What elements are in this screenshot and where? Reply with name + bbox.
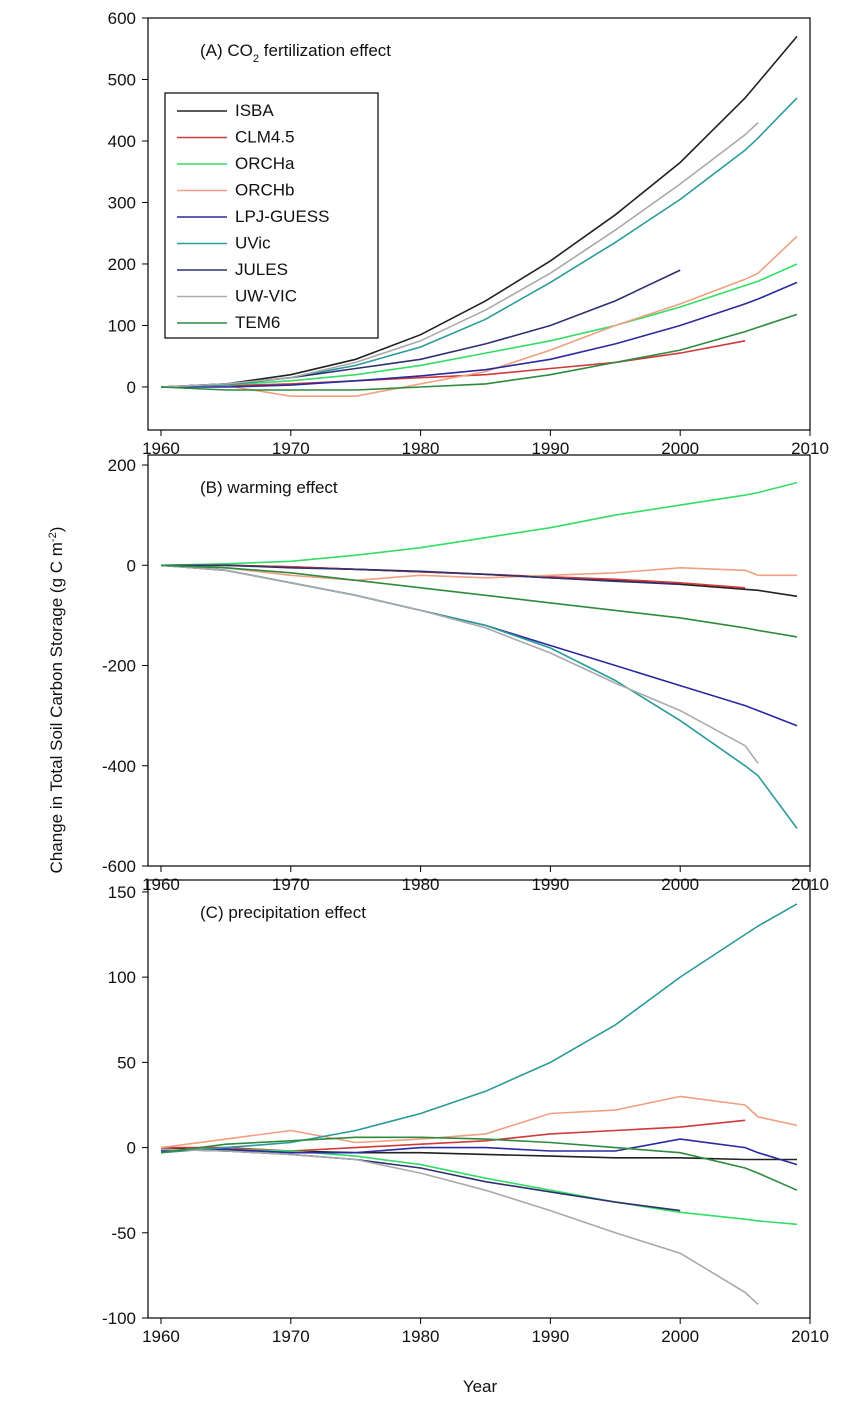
x-axis-label: Year (463, 1377, 498, 1396)
y-axis-label: Change in Total Soil Carbon Storage (g C… (47, 527, 66, 874)
legend-label: UW-VIC (235, 287, 297, 306)
y-tick-label: 300 (108, 193, 136, 212)
x-tick-label: 1990 (531, 875, 569, 894)
y-tick-label: 0 (127, 1139, 136, 1158)
x-tick-label: 1960 (142, 1327, 180, 1346)
panel-title: (A) CO2 fertilization effect (200, 41, 391, 65)
y-tick-label: -200 (102, 657, 136, 676)
series-line (161, 564, 681, 586)
y-tick-label: 500 (108, 70, 136, 89)
series-line (160, 235, 798, 397)
panel-title-part: 2 (253, 53, 259, 65)
plot-frame (147, 879, 811, 1319)
series-line (160, 35, 798, 388)
series-line (160, 564, 798, 829)
x-tick-label: 2000 (661, 439, 699, 458)
y-axis-label-part: -2 (47, 532, 59, 542)
y-tick-label: -50 (111, 1224, 136, 1243)
series-line (160, 121, 759, 388)
series-line (160, 564, 798, 727)
y-tick-label: 100 (108, 316, 136, 335)
y-tick-label: 200 (108, 255, 136, 274)
legend-label: ORCHa (235, 154, 295, 173)
y-tick-label: 400 (108, 132, 136, 151)
y-tick-label: -600 (102, 857, 136, 876)
series-line (160, 481, 798, 567)
y-tick-label: 600 (108, 9, 136, 28)
x-tick-label: 1990 (531, 439, 569, 458)
series-line (160, 1148, 681, 1212)
series-line (160, 564, 798, 638)
legend-label: UVic (235, 234, 271, 253)
panel-title: (C) precipitation effect (200, 903, 366, 922)
y-axis-label-part: ) (47, 527, 66, 533)
legend-label: ISBA (235, 101, 274, 120)
series-line (161, 1119, 746, 1152)
series-line (160, 1148, 759, 1305)
x-tick-label: 2010 (791, 439, 829, 458)
series-line (160, 313, 798, 391)
series-line (160, 903, 798, 1154)
series-line (160, 1138, 798, 1166)
x-tick-label: 1990 (531, 1327, 569, 1346)
legend-label: CLM4.5 (235, 128, 295, 147)
series-line (160, 1095, 798, 1149)
y-tick-label: 200 (108, 456, 136, 475)
x-tick-label: 1970 (272, 875, 310, 894)
y-axis-label-part: Change in Total Soil Carbon Storage (g C… (47, 542, 66, 873)
series-line (160, 564, 759, 764)
series-line (160, 1148, 798, 1226)
x-tick-label: 1970 (272, 1327, 310, 1346)
x-tick-label: 1970 (272, 439, 310, 458)
panel-title: (B) warming effect (200, 478, 338, 497)
series-line (160, 263, 798, 388)
y-tick-label: 0 (127, 556, 136, 575)
x-tick-label: 1960 (142, 439, 180, 458)
series-line (160, 564, 797, 582)
x-tick-label: 1980 (402, 439, 440, 458)
panel-title-part: fertilization effect (259, 41, 391, 60)
series-line (160, 340, 746, 388)
y-tick-label: 100 (108, 968, 136, 987)
x-tick-label: 1980 (402, 875, 440, 894)
x-tick-label: 2010 (791, 1327, 829, 1346)
x-tick-label: 1980 (402, 1327, 440, 1346)
plot-frame (147, 17, 811, 431)
legend-label: ORCHb (235, 181, 295, 200)
legend-label: JULES (235, 260, 288, 279)
panel-title-part: (A) CO (200, 41, 253, 60)
y-tick-label: -100 (102, 1309, 136, 1328)
y-tick-label: 0 (127, 378, 136, 397)
y-tick-label: 50 (117, 1053, 136, 1072)
series-line (161, 281, 798, 388)
x-tick-label: 2000 (661, 1327, 699, 1346)
y-tick-label: -400 (102, 757, 136, 776)
legend-label: LPJ-GUESS (235, 207, 329, 226)
legend-label: TEM6 (235, 313, 280, 332)
y-tick-label: 150 (108, 883, 136, 902)
x-tick-label: 2000 (661, 875, 699, 894)
plot-frame (147, 454, 811, 867)
series-line (160, 1136, 798, 1191)
